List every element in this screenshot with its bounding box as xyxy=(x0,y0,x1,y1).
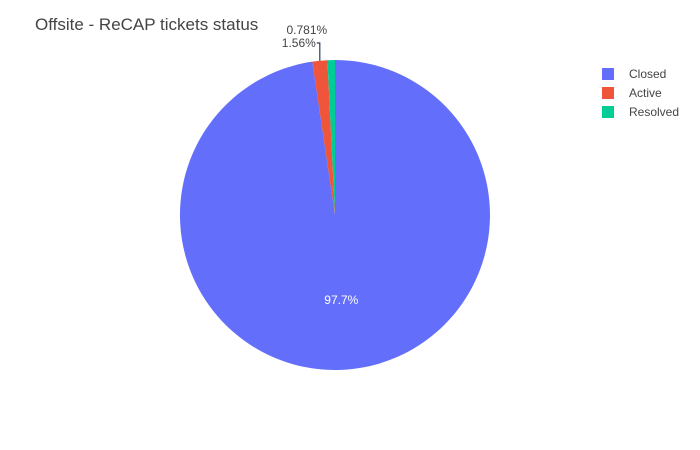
legend-swatch-active xyxy=(602,87,614,99)
pie-slices xyxy=(179,60,490,370)
pie-labels: 97.7% 1.56%0.781% xyxy=(282,23,359,307)
legend: Closed Active Resolved xyxy=(602,67,679,119)
legend-swatch-resolved xyxy=(602,106,614,118)
legend-label-resolved: Resolved xyxy=(629,105,679,119)
legend-label-active: Active xyxy=(629,86,662,100)
slice-label-resolved: 0.781% xyxy=(286,23,327,37)
slice-label-active: 1.56% xyxy=(282,36,316,50)
legend-swatch-closed xyxy=(602,68,614,80)
pie-slice-closed[interactable] xyxy=(179,60,490,370)
pie-slice-resolved[interactable] xyxy=(327,60,335,215)
legend-label-closed: Closed xyxy=(629,67,666,81)
slice-leader-line-active xyxy=(316,42,321,61)
legend-item-resolved[interactable]: Resolved xyxy=(602,105,679,119)
chart-title: Offsite - ReCAP tickets status xyxy=(35,15,258,34)
legend-item-closed[interactable]: Closed xyxy=(602,67,666,81)
legend-item-active[interactable]: Active xyxy=(602,86,662,100)
slice-label-closed: 97.7% xyxy=(324,293,358,307)
pie-slice-active[interactable] xyxy=(312,60,335,215)
